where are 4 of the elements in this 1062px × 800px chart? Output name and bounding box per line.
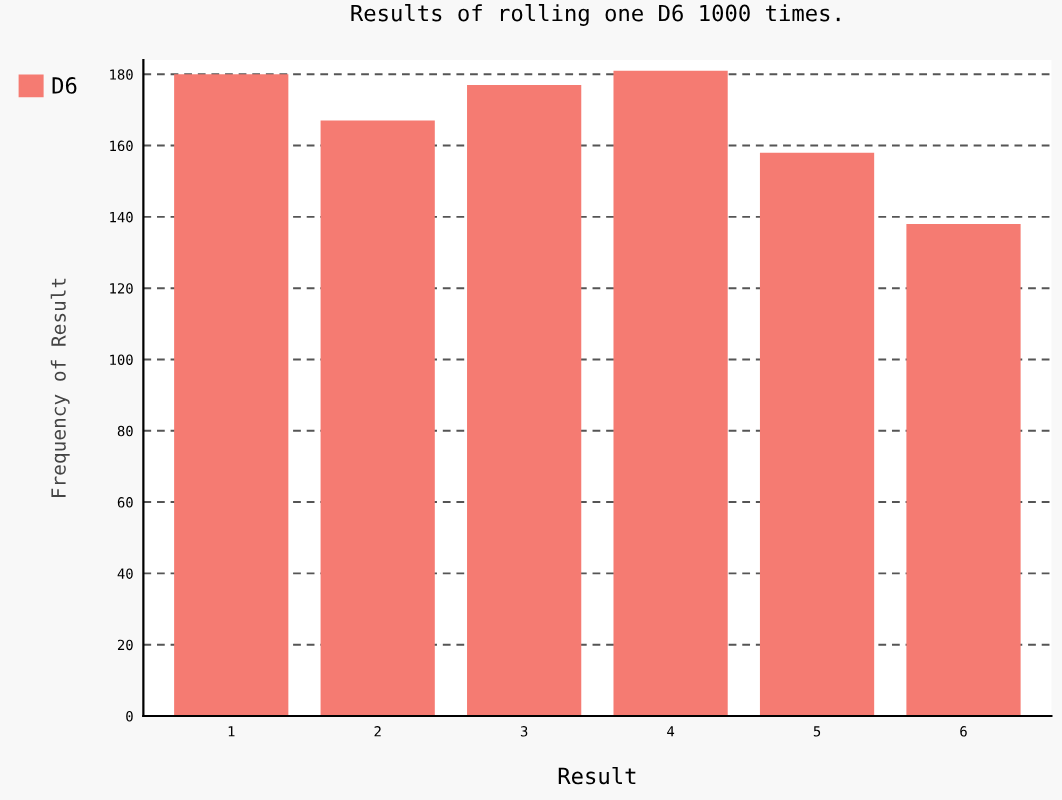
chart-title: Results of rolling one D6 1000 times. <box>351 4 840 26</box>
y-axis-title: Frequency of Result <box>50 278 70 497</box>
legend-label: D6 <box>52 77 77 94</box>
x-axis-title: Result <box>558 767 636 785</box>
